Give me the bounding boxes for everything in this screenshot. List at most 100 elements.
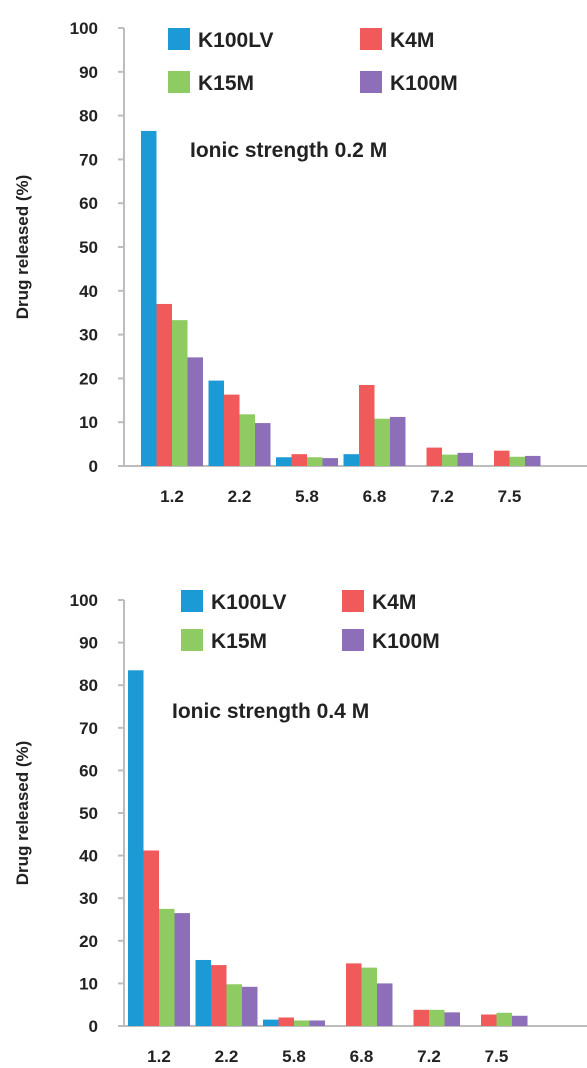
bar-k15m-7_5 xyxy=(496,1012,512,1026)
x-tick-label: 6.8 xyxy=(363,487,387,506)
y-tick-label: 90 xyxy=(79,634,98,653)
bar-k4m-7_2 xyxy=(426,447,442,466)
bar-k100m-5_8 xyxy=(322,458,338,466)
bar-k15m-2_2 xyxy=(239,414,255,466)
bar-k100m-7_2 xyxy=(457,452,473,466)
bar-k15m-7_5 xyxy=(509,456,525,466)
bar-k15m-5_8 xyxy=(307,457,323,466)
bar-k100m-5_8 xyxy=(309,1020,325,1026)
x-tick-label: 5.8 xyxy=(282,1047,306,1066)
x-tick-label: 2.2 xyxy=(228,487,252,506)
ionic-strength-annotation: Ionic strength 0.4 M xyxy=(172,700,369,723)
legend-swatch-k100m xyxy=(342,629,364,651)
bar-k100lv-2_2 xyxy=(208,380,224,466)
x-tick-label: 7.2 xyxy=(417,1047,441,1066)
bar-k100lv-6_8 xyxy=(343,454,359,466)
bar-k100m-7_5 xyxy=(525,455,541,466)
legend: K100LV K4M K15M K100M xyxy=(181,590,440,653)
bar-k100lv-1_2 xyxy=(128,670,144,1026)
y-tick-label: 10 xyxy=(79,974,98,993)
bar-k4m-2_2 xyxy=(224,394,240,466)
bar-k100m-7_2 xyxy=(444,1012,460,1026)
bar-k100m-6_8 xyxy=(377,983,393,1026)
bar-k4m-7_2 xyxy=(413,1009,429,1026)
legend-swatch-k4m xyxy=(360,28,382,50)
y-tick-label: 20 xyxy=(79,369,98,388)
x-tick-label: 7.2 xyxy=(430,487,454,506)
bar-k4m-2_2 xyxy=(211,965,227,1026)
y-tick-label: 30 xyxy=(79,326,98,345)
bar-k4m-1_2 xyxy=(156,303,172,466)
y-tick-label: 70 xyxy=(79,150,98,169)
bar-k100m-1_2 xyxy=(187,357,203,466)
ionic-strength-annotation: Ionic strength 0.2 M xyxy=(190,139,387,162)
bar-k15m-5_8 xyxy=(294,1020,310,1026)
y-tick-label: 50 xyxy=(79,238,98,257)
bar-k15m-1_2 xyxy=(159,908,175,1026)
x-tick-label: 1.2 xyxy=(160,487,184,506)
bar-k100m-2_2 xyxy=(255,423,271,466)
legend-swatch-k15m xyxy=(181,629,203,651)
y-tick-label: 70 xyxy=(79,719,98,738)
legend-label-k4m: K4M xyxy=(390,29,434,52)
legend-label-k100lv: K100LV xyxy=(198,29,273,52)
bar-k100m-2_2 xyxy=(242,986,258,1026)
bar-k4m-5_8 xyxy=(291,454,307,466)
y-tick-label: 80 xyxy=(79,107,98,126)
x-tick-label: 5.8 xyxy=(295,487,319,506)
bar-k100m-1_2 xyxy=(174,913,190,1026)
y-tick-label: 30 xyxy=(79,889,98,908)
y-tick-label: 40 xyxy=(79,847,98,866)
bar-k100lv-2_2 xyxy=(195,959,211,1026)
bar-k15m-1_2 xyxy=(172,320,188,466)
legend-label-k4m: K4M xyxy=(372,591,416,614)
bar-k4m-5_8 xyxy=(278,1017,294,1026)
chart-panel-2: 0 10 20 30 40 50 60 70 80 90 100 1.2 2.2 5.8 6.8 7.2 7.5… xyxy=(13,590,587,1066)
y-tick-label: 60 xyxy=(79,194,98,213)
bar-k4m-6_8 xyxy=(359,384,375,466)
x-tick-label: 7.5 xyxy=(485,1047,509,1066)
x-tick-label: 7.5 xyxy=(498,487,522,506)
legend-swatch-k100lv xyxy=(181,590,203,612)
bar-k15m-6_8 xyxy=(361,967,377,1026)
x-tick-label: 1.2 xyxy=(147,1047,171,1066)
legend: K100LV K4M K15M K100M xyxy=(168,28,458,95)
legend-swatch-k100m xyxy=(360,71,382,93)
y-tick-label: 0 xyxy=(89,457,98,476)
legend-label-k100m: K100M xyxy=(372,630,440,653)
bar-k100lv-5_8 xyxy=(276,457,292,466)
legend-label-k100m: K100M xyxy=(390,72,458,95)
y-tick-label: 60 xyxy=(79,761,98,780)
y-tick-label: 50 xyxy=(79,804,98,823)
y-tick-label: 100 xyxy=(70,591,98,610)
y-tick-label: 0 xyxy=(89,1017,98,1036)
bar-k100lv-1_2 xyxy=(141,130,157,466)
y-tick-label: 20 xyxy=(79,932,98,951)
y-tick-label: 10 xyxy=(79,413,98,432)
bar-k4m-7_5 xyxy=(494,450,510,466)
y-tick-label: 40 xyxy=(79,282,98,301)
bar-k4m-6_8 xyxy=(346,963,362,1026)
bar-k4m-7_5 xyxy=(481,1014,497,1026)
bar-k100m-7_5 xyxy=(512,1015,528,1026)
bar-k15m-7_2 xyxy=(442,454,458,466)
x-tick-label: 2.2 xyxy=(215,1047,239,1066)
y-tick-label: 100 xyxy=(70,19,98,38)
bar-k4m-1_2 xyxy=(143,850,159,1026)
y-axis-label: Drug released (%) xyxy=(13,175,32,320)
y-tick-label: 90 xyxy=(79,63,98,82)
bar-k15m-7_2 xyxy=(429,1009,445,1026)
legend-label-k15m: K15M xyxy=(211,630,267,653)
legend-label-k15m: K15M xyxy=(198,72,254,95)
legend-swatch-k100lv xyxy=(168,28,190,50)
bar-k15m-2_2 xyxy=(226,984,242,1026)
y-axis-label: Drug released (%) xyxy=(13,741,32,886)
chart-panel-1: 0 10 20 30 40 50 60 70 80 90 100 1.2 2.2 5.8 6.8 7.2 7.5… xyxy=(13,19,587,506)
legend-label-k100lv: K100LV xyxy=(211,591,286,614)
legend-swatch-k4m xyxy=(342,590,364,612)
bar-k100m-6_8 xyxy=(390,416,406,466)
y-tick-label: 80 xyxy=(79,676,98,695)
bar-k100lv-5_8 xyxy=(263,1019,279,1026)
x-tick-label: 6.8 xyxy=(350,1047,374,1066)
